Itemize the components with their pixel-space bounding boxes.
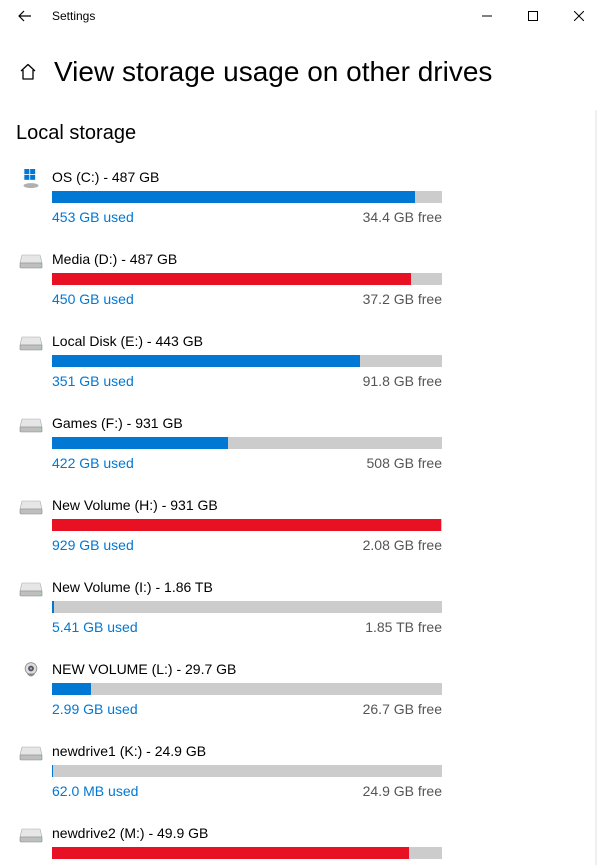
drive-body: Games (F:) - 931 GB 422 GB used 508 GB fre… (52, 415, 442, 471)
free-label: 2.08 GB free (363, 537, 442, 553)
content-area: Local storage OS (C:) - 487 GB 453 GB use… (0, 96, 602, 859)
close-icon (574, 11, 584, 21)
drive-row[interactable]: New Volume (H:) - 931 GB 929 GB used 2.08 … (16, 497, 586, 553)
drive-body: NEW VOLUME (L:) - 29.7 GB 2.99 GB used 26.… (52, 661, 442, 717)
maximize-icon (528, 11, 538, 21)
scrollbar[interactable] (590, 110, 602, 865)
storage-bar-fill (52, 355, 360, 367)
storage-bar-fill (52, 847, 409, 859)
drive-row[interactable]: New Volume (I:) - 1.86 TB 5.41 GB used 1.8… (16, 579, 586, 635)
storage-bar (52, 355, 442, 367)
free-label: 37.2 GB free (363, 291, 442, 307)
drive-name: NEW VOLUME (L:) - 29.7 GB (52, 661, 442, 677)
free-label: 24.9 GB free (363, 783, 442, 799)
drive-body: New Volume (H:) - 931 GB 929 GB used 2.08 … (52, 497, 442, 553)
storage-bar-fill (52, 191, 415, 203)
drive-icon (16, 825, 52, 859)
storage-bar-fill (52, 519, 441, 531)
drive-icon (16, 169, 52, 225)
used-label: 450 GB used (52, 291, 134, 307)
storage-bar (52, 519, 442, 531)
drive-name: New Volume (I:) - 1.86 TB (52, 579, 442, 595)
drive-body: newdrive1 (K:) - 24.9 GB 62.0 MB used 24.9… (52, 743, 442, 799)
used-label: 422 GB used (52, 455, 134, 471)
drive-row[interactable]: newdrive1 (K:) - 24.9 GB 62.0 MB used 24.9… (16, 743, 586, 799)
drive-name: newdrive2 (M:) - 49.9 GB (52, 825, 442, 841)
home-button[interactable] (16, 63, 40, 81)
drive-body: Media (D:) - 487 GB 450 GB used 37.2 GB fr… (52, 251, 442, 307)
storage-bar (52, 437, 442, 449)
storage-bar (52, 765, 442, 777)
drive-stats: 2.99 GB used 26.7 GB free (52, 701, 442, 717)
free-label: 91.8 GB free (363, 373, 442, 389)
storage-bar (52, 847, 442, 859)
drive-name: Games (F:) - 931 GB (52, 415, 442, 431)
storage-bar-fill (52, 437, 228, 449)
used-label: 62.0 MB used (52, 783, 138, 799)
drive-body: New Volume (I:) - 1.86 TB 5.41 GB used 1.8… (52, 579, 442, 635)
drive-row[interactable]: NEW VOLUME (L:) - 29.7 GB 2.99 GB used 26.… (16, 661, 586, 717)
storage-bar (52, 191, 442, 203)
minimize-icon (482, 11, 492, 21)
drive-body: newdrive2 (M:) - 49.9 GB45.7 GB used4.22… (52, 825, 442, 859)
drive-row[interactable]: Local Disk (E:) - 443 GB 351 GB used 91.8 … (16, 333, 586, 389)
drive-stats: 351 GB used 91.8 GB free (52, 373, 442, 389)
drive-stats: 422 GB used 508 GB free (52, 455, 442, 471)
drive-name: newdrive1 (K:) - 24.9 GB (52, 743, 442, 759)
scroll-track (595, 110, 597, 865)
free-label: 1.85 TB free (365, 619, 442, 635)
titlebar: Settings (0, 0, 602, 32)
drive-row[interactable]: Games (F:) - 931 GB 422 GB used 508 GB fre… (16, 415, 586, 471)
page-header: View storage usage on other drives (0, 32, 602, 96)
drive-stats: 450 GB used 37.2 GB free (52, 291, 442, 307)
drive-body: OS (C:) - 487 GB 453 GB used 34.4 GB free (52, 169, 442, 225)
maximize-button[interactable] (510, 0, 556, 32)
drive-list: OS (C:) - 487 GB 453 GB used 34.4 GB free M… (16, 169, 586, 859)
page-title: View storage usage on other drives (54, 56, 492, 88)
drive-stats: 62.0 MB used 24.9 GB free (52, 783, 442, 799)
home-icon (19, 63, 37, 81)
used-label: 929 GB used (52, 537, 134, 553)
drive-icon (16, 661, 52, 717)
storage-bar-fill (52, 765, 53, 777)
storage-bar-fill (52, 601, 54, 613)
used-label: 5.41 GB used (52, 619, 138, 635)
window-title: Settings (52, 9, 95, 23)
drive-name: New Volume (H:) - 931 GB (52, 497, 442, 513)
drive-row[interactable]: OS (C:) - 487 GB 453 GB used 34.4 GB free (16, 169, 586, 225)
used-label: 351 GB used (52, 373, 134, 389)
drive-icon (16, 579, 52, 635)
close-button[interactable] (556, 0, 602, 32)
free-label: 26.7 GB free (363, 701, 442, 717)
used-label: 2.99 GB used (52, 701, 138, 717)
drive-row[interactable]: newdrive2 (M:) - 49.9 GB45.7 GB used4.22… (16, 825, 586, 859)
storage-bar (52, 601, 442, 613)
drive-stats: 453 GB used 34.4 GB free (52, 209, 442, 225)
back-button[interactable] (8, 9, 48, 23)
drive-icon (16, 415, 52, 471)
drive-row[interactable]: Media (D:) - 487 GB 450 GB used 37.2 GB fr… (16, 251, 586, 307)
drive-icon (16, 333, 52, 389)
free-label: 508 GB free (367, 455, 443, 471)
used-label: 453 GB used (52, 209, 134, 225)
drive-icon (16, 251, 52, 307)
storage-bar (52, 683, 442, 695)
section-title: Local storage (16, 122, 586, 145)
back-arrow-icon (18, 9, 32, 23)
drive-body: Local Disk (E:) - 443 GB 351 GB used 91.8 … (52, 333, 442, 389)
drive-icon (16, 497, 52, 553)
free-label: 34.4 GB free (363, 209, 442, 225)
storage-bar-fill (52, 273, 411, 285)
storage-bar-fill (52, 683, 91, 695)
minimize-button[interactable] (464, 0, 510, 32)
drive-name: OS (C:) - 487 GB (52, 169, 442, 185)
drive-stats: 5.41 GB used 1.85 TB free (52, 619, 442, 635)
drive-stats: 929 GB used 2.08 GB free (52, 537, 442, 553)
drive-icon (16, 743, 52, 799)
storage-bar (52, 273, 442, 285)
drive-name: Media (D:) - 487 GB (52, 251, 442, 267)
drive-name: Local Disk (E:) - 443 GB (52, 333, 442, 349)
